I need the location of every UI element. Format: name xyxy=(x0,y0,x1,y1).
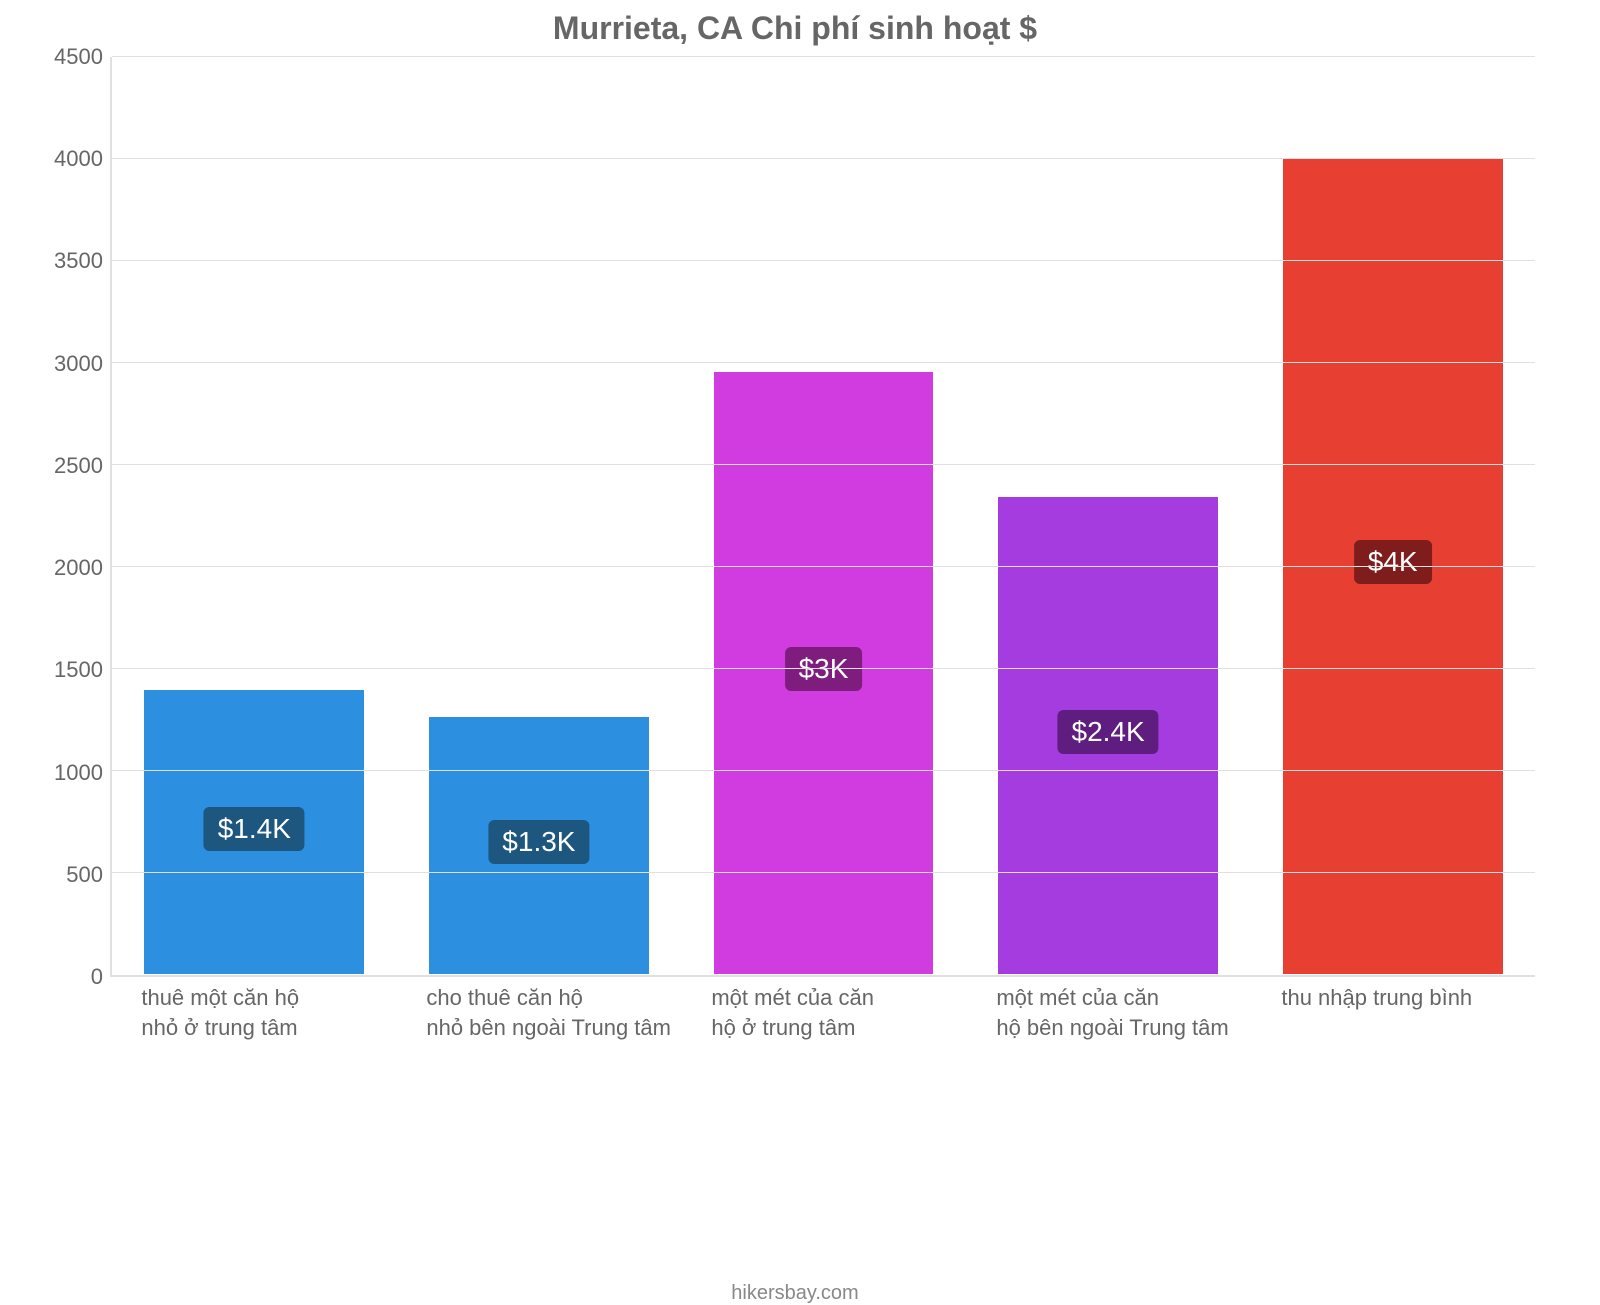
gridline xyxy=(112,260,1535,261)
x-axis-labels: thuê một căn hộ nhỏ ở trung tâmcho thuê … xyxy=(110,983,1535,1123)
gridline xyxy=(112,56,1535,57)
bar-value-badge: $3K xyxy=(785,647,863,691)
gridline xyxy=(112,668,1535,669)
y-tick-label: 2500 xyxy=(25,453,103,479)
x-tick-label: một mét của căn hộ bên ngoài Trung tâm xyxy=(996,983,1295,1042)
x-tick-label: một mét của căn hộ ở trung tâm xyxy=(711,983,1010,1042)
chart-title: Murrieta, CA Chi phí sinh hoạt $ xyxy=(25,10,1565,47)
y-tick-label: 0 xyxy=(25,964,103,990)
chart-container: Murrieta, CA Chi phí sinh hoạt $ $1.4K$1… xyxy=(25,10,1565,1130)
bar-value-badge: $4K xyxy=(1354,540,1432,584)
y-tick-label: 3000 xyxy=(25,351,103,377)
chart-footer: hikersbay.com xyxy=(25,1282,1565,1305)
y-tick-label: 500 xyxy=(25,862,103,888)
bars-row: $1.4K $1.3K $3K $2.4K $4K xyxy=(112,57,1535,975)
gridline xyxy=(112,158,1535,159)
y-tick-label: 1000 xyxy=(25,760,103,786)
y-tick-label: 1500 xyxy=(25,657,103,683)
gridline xyxy=(112,770,1535,771)
y-tick-label: 4000 xyxy=(25,146,103,172)
gridline xyxy=(112,362,1535,363)
bar-value-badge: $2.4K xyxy=(1058,710,1159,754)
bar-value-badge: $1.4K xyxy=(204,807,305,851)
y-tick-label: 4500 xyxy=(25,44,103,70)
y-tick-label: 3500 xyxy=(25,248,103,274)
gridline xyxy=(112,566,1535,567)
y-tick-label: 2000 xyxy=(25,555,103,581)
bar-value-badge: $1.3K xyxy=(488,820,589,864)
x-tick-label: thu nhập trung bình xyxy=(1281,983,1580,1013)
gridline xyxy=(112,872,1535,873)
x-tick-label: thuê một căn hộ nhỏ ở trung tâm xyxy=(141,983,440,1042)
plot-area: $1.4K $1.3K $3K $2.4K $4K xyxy=(110,57,1535,977)
x-tick-label: cho thuê căn hộ nhỏ bên ngoài Trung tâm xyxy=(426,983,725,1042)
gridline xyxy=(112,464,1535,465)
plot-container: $1.4K$1.3K$3K$2.4K$4K 050010001500200025… xyxy=(25,57,1565,977)
